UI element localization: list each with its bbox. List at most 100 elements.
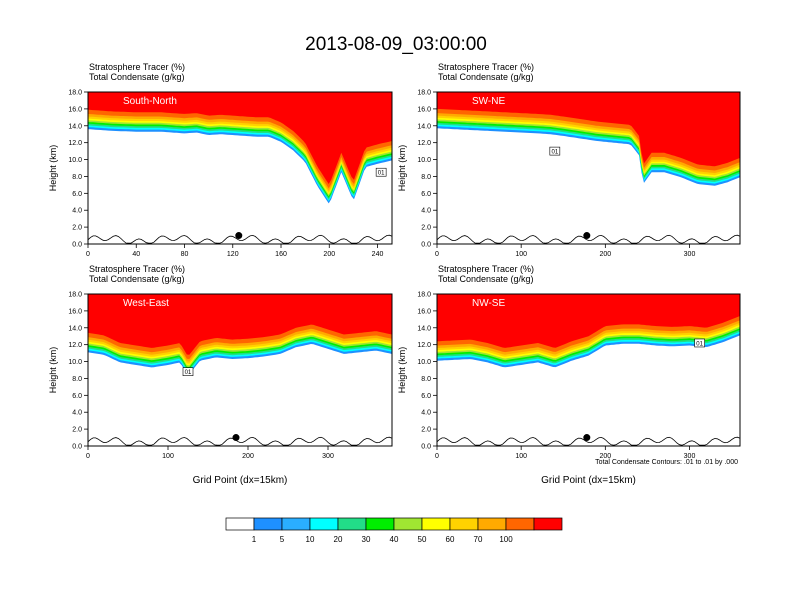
y-tick-label: 0.0	[72, 444, 82, 451]
y-tick-label: 4.0	[72, 208, 82, 215]
y-tick-label: 6.0	[72, 191, 82, 198]
contour-label-box	[694, 338, 705, 348]
colorbar-swatch	[393, 517, 423, 531]
colorbar-swatch	[337, 517, 367, 531]
colorbar-label: 60	[446, 535, 455, 544]
colorbar-label: 30	[362, 535, 371, 544]
x-tick-label: 160	[275, 251, 287, 258]
colorbar-swatch	[477, 517, 507, 531]
location-marker	[583, 434, 591, 442]
plot-frame	[87, 91, 393, 245]
y-axis-label: Height (km)	[397, 347, 407, 394]
colorbar-swatch	[281, 517, 311, 531]
terrain-line	[437, 234, 740, 244]
x-tick-label: 300	[322, 453, 334, 460]
colorbar-label: 70	[474, 535, 483, 544]
tracer-field	[88, 294, 392, 446]
colorbar-label: 1	[252, 535, 257, 544]
colorbar-swatch	[421, 517, 451, 531]
x-tick-label: 40	[132, 251, 140, 258]
y-tick-label: 2.0	[72, 225, 82, 232]
x-axis-label: Grid Point (dx=15km)	[541, 475, 636, 486]
colorbar-swatch	[365, 517, 395, 531]
y-tick-label: 2.0	[72, 427, 82, 434]
y-tick-label: 10.0	[417, 157, 431, 164]
colorbar-swatch	[253, 517, 283, 531]
colorbar-label: 5	[280, 535, 285, 544]
panel-title-line1: Stratosphere Tracer (%)	[89, 62, 185, 72]
contour-label-box	[182, 367, 194, 376]
panel-label: South-North	[123, 96, 177, 107]
y-tick-label: 6.0	[421, 191, 431, 198]
y-tick-label: 10.0	[417, 359, 431, 366]
x-axis-label: Grid Point (dx=15km)	[193, 475, 288, 486]
y-tick-label: 18.0	[68, 90, 82, 97]
y-tick-label: 18.0	[417, 292, 431, 299]
plot-frame	[436, 91, 741, 245]
panel-title-line2: Total Condensate (g/kg)	[89, 274, 185, 284]
tracer-field	[88, 92, 392, 244]
x-tick-label: 0	[86, 453, 90, 460]
y-tick-label: 4.0	[72, 410, 82, 417]
contour-label-box	[375, 167, 387, 177]
x-tick-label: 0	[86, 251, 90, 258]
panel-label: West-East	[123, 298, 169, 309]
terrain-line	[88, 234, 392, 244]
tracer-band	[437, 294, 740, 348]
y-tick-label: 8.0	[421, 174, 431, 181]
contour-label-box	[549, 146, 561, 156]
colorbar-swatch	[309, 517, 339, 531]
plot-frame	[436, 293, 741, 447]
colorbar-swatch	[449, 517, 479, 531]
tracer-band	[88, 294, 392, 355]
x-tick-label: 100	[515, 453, 527, 460]
tracer-band	[88, 92, 392, 184]
location-marker	[232, 434, 240, 442]
y-tick-label: 18.0	[68, 292, 82, 299]
y-tick-label: 6.0	[421, 393, 431, 400]
y-tick-label: 8.0	[421, 376, 431, 383]
tracer-field	[437, 294, 740, 446]
location-marker	[235, 232, 243, 240]
x-tick-label: 240	[372, 251, 384, 258]
x-tick-label: 200	[323, 251, 335, 258]
contour-label: 01	[378, 171, 385, 177]
y-tick-label: 10.0	[68, 359, 82, 366]
location-marker	[583, 232, 591, 240]
y-tick-label: 2.0	[421, 427, 431, 434]
colorbar-label: 100	[499, 535, 513, 544]
x-tick-label: 100	[515, 251, 527, 258]
colorbar-label: 20	[334, 535, 343, 544]
y-tick-label: 12.0	[68, 140, 82, 147]
panel-title-line2: Total Condensate (g/kg)	[438, 72, 534, 82]
x-tick-label: 120	[227, 251, 239, 258]
y-tick-label: 12.0	[417, 140, 431, 147]
panel-title-line1: Stratosphere Tracer (%)	[89, 264, 185, 274]
contour-label: 01	[185, 370, 192, 376]
y-tick-label: 2.0	[421, 225, 431, 232]
colorbar-label: 40	[390, 535, 399, 544]
x-tick-label: 200	[599, 453, 611, 460]
y-tick-label: 16.0	[68, 106, 82, 113]
panel-top-left: 01 South-North Stratosphere Tracer (%)Tota…	[48, 62, 393, 258]
y-tick-label: 10.0	[68, 157, 82, 164]
x-tick-label: 200	[242, 453, 254, 460]
y-axis-label: Height (km)	[397, 145, 407, 192]
contour-label: 01	[696, 341, 703, 347]
y-tick-label: 0.0	[421, 444, 431, 451]
colorbar-swatch	[533, 517, 563, 531]
panel-title-line1: Stratosphere Tracer (%)	[438, 62, 534, 72]
panel-top-right: 01 SW-NE Stratosphere Tracer (%)Total Cond…	[397, 62, 741, 258]
contour-footnote: Total Condensate Contours: .01 to .01 by…	[595, 459, 738, 466]
y-axis-label: Height (km)	[48, 145, 58, 192]
y-tick-label: 0.0	[72, 242, 82, 249]
tracer-field	[437, 92, 740, 244]
panel-bottom-left: 01 West-East Stratosphere Tracer (%)Total …	[48, 264, 393, 486]
x-tick-label: 100	[162, 453, 174, 460]
colorbar-label: 50	[418, 535, 427, 544]
y-tick-label: 4.0	[421, 208, 431, 215]
y-tick-label: 16.0	[417, 106, 431, 113]
